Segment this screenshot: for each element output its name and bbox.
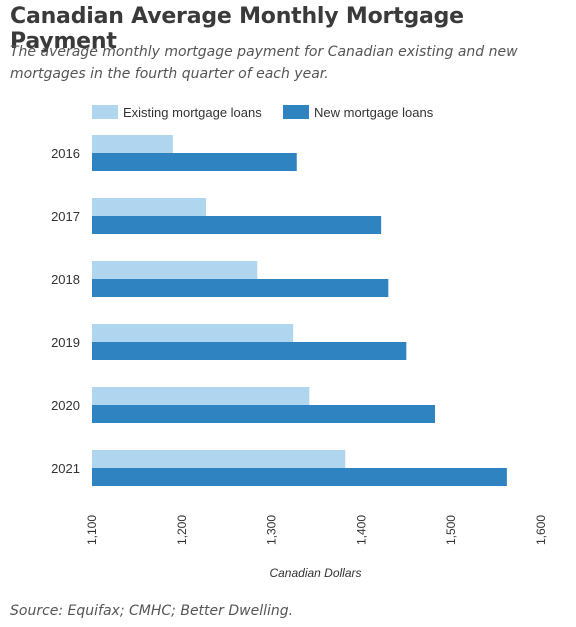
category-label-2021: 2021 bbox=[51, 461, 80, 476]
x-tick-3: 1,400 bbox=[354, 515, 368, 545]
legend: Existing mortgage loans New mortgage loan… bbox=[92, 105, 434, 120]
x-tick-4: 1,500 bbox=[444, 515, 458, 545]
y-axis-labels: 2016 2017 2018 2019 2020 2021 bbox=[51, 146, 80, 476]
legend-swatch-1 bbox=[92, 105, 118, 119]
legend-label-1: Existing mortgage loans bbox=[123, 105, 262, 120]
bars bbox=[92, 135, 507, 486]
bar-existing-2018 bbox=[92, 261, 258, 279]
category-label-2018: 2018 bbox=[51, 272, 80, 287]
bar-new-2018 bbox=[92, 279, 389, 297]
category-label-2017: 2017 bbox=[51, 209, 80, 224]
category-label-2016: 2016 bbox=[51, 146, 80, 161]
x-axis-ticks: 1,100 1,200 1,300 1,400 1,500 1,600 bbox=[85, 515, 548, 545]
bar-existing-2021 bbox=[92, 450, 346, 468]
source-note: Source: Equifax; CMHC; Better Dwelling. bbox=[10, 603, 294, 619]
x-tick-5: 1,600 bbox=[534, 515, 548, 545]
bar-new-2016 bbox=[92, 153, 297, 171]
bar-new-2020 bbox=[92, 405, 436, 423]
category-label-2020: 2020 bbox=[51, 398, 80, 413]
x-tick-2: 1,300 bbox=[265, 515, 279, 545]
bar-new-2017 bbox=[92, 216, 382, 234]
category-label-2019: 2019 bbox=[51, 335, 80, 350]
bar-existing-2016 bbox=[92, 135, 173, 153]
bar-new-2021 bbox=[92, 468, 507, 486]
bar-existing-2017 bbox=[92, 198, 207, 216]
bar-new-2019 bbox=[92, 342, 407, 360]
legend-swatch-2 bbox=[283, 105, 309, 119]
chart-title: Canadian Average Monthly Mortgage Paymen… bbox=[10, 4, 464, 54]
bar-existing-2020 bbox=[92, 387, 310, 405]
bar-existing-2019 bbox=[92, 324, 294, 342]
x-axis-title: Canadian Dollars bbox=[269, 566, 361, 580]
x-tick-0: 1,100 bbox=[85, 515, 99, 545]
bar-chart: Existing mortgage loans New mortgage loan… bbox=[51, 105, 548, 580]
chart-subtitle: The average monthly mortgage payment for… bbox=[10, 44, 518, 82]
x-tick-1: 1,200 bbox=[175, 515, 189, 545]
legend-label-2: New mortgage loans bbox=[314, 105, 434, 120]
